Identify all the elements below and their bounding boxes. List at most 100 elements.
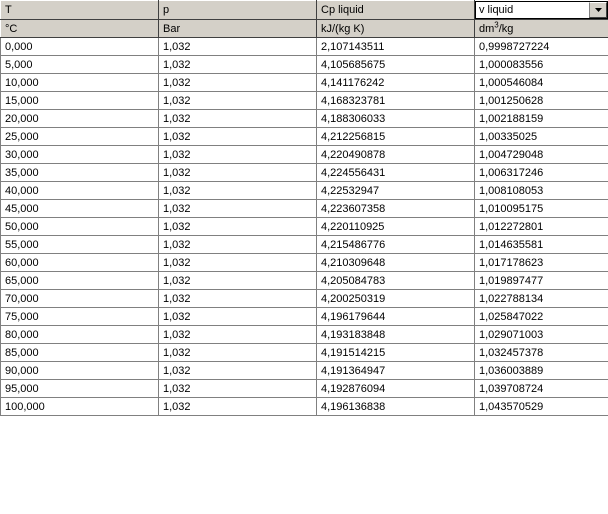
table-row: 90,0001,0324,1913649471,036003889 [1,362,608,380]
column-header-2[interactable]: Cp liquid [317,1,475,20]
table-cell[interactable]: 4,200250319 [317,290,475,308]
table-cell[interactable]: 1,029071003 [475,326,608,344]
table-cell[interactable]: 85,000 [1,344,159,362]
column-unit-3[interactable]: dm3/kg [475,20,608,38]
table-cell[interactable]: 4,141176242 [317,74,475,92]
table-cell[interactable]: 4,212256815 [317,128,475,146]
table-cell[interactable]: 65,000 [1,272,159,290]
column-header-dropdown-3[interactable]: v liquid [475,1,608,20]
table-cell[interactable]: 1,032 [159,38,317,56]
table-cell[interactable]: 1,000546084 [475,74,608,92]
table-cell[interactable]: 1,032 [159,380,317,398]
table-cell[interactable]: 10,000 [1,74,159,92]
table-cell[interactable]: 100,000 [1,398,159,416]
table-cell[interactable]: 0,000 [1,38,159,56]
table-cell[interactable]: 1,032457378 [475,344,608,362]
table-cell[interactable]: 0,9998727224 [475,38,608,56]
table-cell[interactable]: 2,107143511 [317,38,475,56]
table-cell[interactable]: 15,000 [1,92,159,110]
table-row: 75,0001,0324,1961796441,025847022 [1,308,608,326]
table-cell[interactable]: 4,191364947 [317,362,475,380]
table-cell[interactable]: 1,032 [159,290,317,308]
table-cell[interactable]: 90,000 [1,362,159,380]
table-cell[interactable]: 60,000 [1,254,159,272]
column-unit-2[interactable]: kJ/(kg K) [317,20,475,38]
chevron-down-icon[interactable] [589,2,607,18]
table-cell[interactable]: 95,000 [1,380,159,398]
table-cell[interactable]: 1,036003889 [475,362,608,380]
table-cell[interactable]: 1,039708724 [475,380,608,398]
table-cell[interactable]: 1,004729048 [475,146,608,164]
table-cell[interactable]: 1,032 [159,272,317,290]
table-cell[interactable]: 4,196179644 [317,308,475,326]
table-cell[interactable]: 4,220490878 [317,146,475,164]
table-cell[interactable]: 1,032 [159,326,317,344]
table-cell[interactable]: 1,032 [159,362,317,380]
table-cell[interactable]: 4,215486776 [317,236,475,254]
table-cell[interactable]: 1,043570529 [475,398,608,416]
table-cell[interactable]: 1,017178623 [475,254,608,272]
table-cell[interactable]: 35,000 [1,164,159,182]
table-cell[interactable]: 4,22532947 [317,182,475,200]
table-cell[interactable]: 75,000 [1,308,159,326]
table-cell[interactable]: 1,00335025 [475,128,608,146]
table-cell[interactable]: 1,032 [159,344,317,362]
table-row: 80,0001,0324,1931838481,029071003 [1,326,608,344]
table-cell[interactable]: 4,224556431 [317,164,475,182]
table-row: 70,0001,0324,2002503191,022788134 [1,290,608,308]
table-cell[interactable]: 1,014635581 [475,236,608,254]
table-cell[interactable]: 1,008108053 [475,182,608,200]
table-cell[interactable]: 1,032 [159,110,317,128]
table-cell[interactable]: 80,000 [1,326,159,344]
table-cell[interactable]: 4,205084783 [317,272,475,290]
column-header-1[interactable]: p [159,1,317,20]
table-row: 40,0001,0324,225329471,008108053 [1,182,608,200]
table-cell[interactable]: 70,000 [1,290,159,308]
table-cell[interactable]: 1,006317246 [475,164,608,182]
table-cell[interactable]: 4,193183848 [317,326,475,344]
table-cell[interactable]: 4,192876094 [317,380,475,398]
table-cell[interactable]: 1,010095175 [475,200,608,218]
table-cell[interactable]: 5,000 [1,56,159,74]
table-cell[interactable]: 4,105685675 [317,56,475,74]
table-cell[interactable]: 25,000 [1,128,159,146]
table-cell[interactable]: 1,002188159 [475,110,608,128]
column-dropdown[interactable]: v liquid [475,1,608,19]
table-cell[interactable]: 1,032 [159,308,317,326]
table-cell[interactable]: 1,019897477 [475,272,608,290]
table-cell[interactable]: 1,032 [159,200,317,218]
table-cell[interactable]: 1,032 [159,398,317,416]
table-cell[interactable]: 1,032 [159,164,317,182]
table-cell[interactable]: 40,000 [1,182,159,200]
table-cell[interactable]: 1,012272801 [475,218,608,236]
column-header-0[interactable]: T [1,1,159,20]
column-unit-0[interactable]: °C [1,20,159,38]
table-cell[interactable]: 1,032 [159,92,317,110]
table-cell[interactable]: 20,000 [1,110,159,128]
table-cell[interactable]: 45,000 [1,200,159,218]
table-cell[interactable]: 4,168323781 [317,92,475,110]
table-cell[interactable]: 4,188306033 [317,110,475,128]
table-cell[interactable]: 1,032 [159,236,317,254]
table-cell[interactable]: 50,000 [1,218,159,236]
table-cell[interactable]: 1,001250628 [475,92,608,110]
table-cell[interactable]: 4,191514215 [317,344,475,362]
table-cell[interactable]: 1,032 [159,128,317,146]
table-cell[interactable]: 1,032 [159,182,317,200]
table-cell[interactable]: 1,032 [159,254,317,272]
table-cell[interactable]: 1,032 [159,146,317,164]
column-unit-1[interactable]: Bar [159,20,317,38]
table-cell[interactable]: 1,032 [159,56,317,74]
table-cell[interactable]: 1,000083556 [475,56,608,74]
table-cell[interactable]: 4,196136838 [317,398,475,416]
table-cell[interactable]: 4,220110925 [317,218,475,236]
table-cell[interactable]: 4,223607358 [317,200,475,218]
table-cell[interactable]: 55,000 [1,236,159,254]
table-cell[interactable]: 30,000 [1,146,159,164]
table-cell[interactable]: 1,032 [159,218,317,236]
header-row-units: °CBarkJ/(kg K)dm3/kg [1,20,608,38]
table-cell[interactable]: 1,032 [159,74,317,92]
table-cell[interactable]: 4,210309648 [317,254,475,272]
table-cell[interactable]: 1,025847022 [475,308,608,326]
table-cell[interactable]: 1,022788134 [475,290,608,308]
